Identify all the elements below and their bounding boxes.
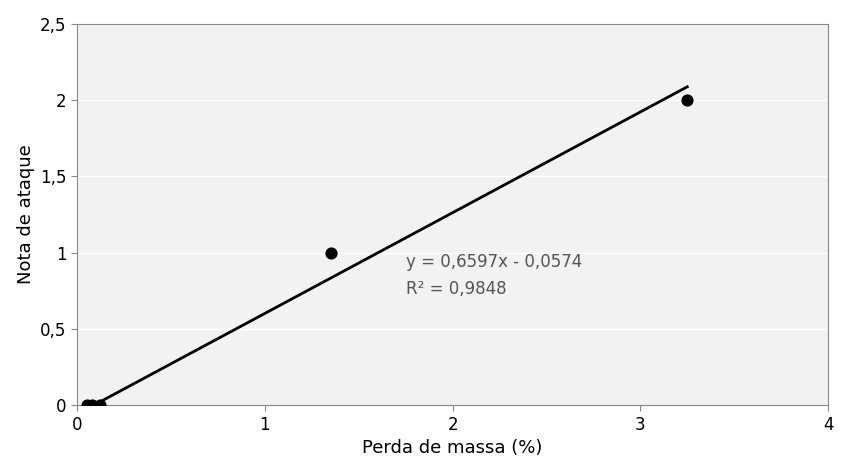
Point (85, 401, 99, 409)
Point (681, 96, 694, 104)
Point (80, 401, 94, 409)
Y-axis label: Nota de ataque: Nota de ataque (17, 145, 35, 284)
X-axis label: Perda de massa (%): Perda de massa (%) (362, 439, 543, 457)
Point (324, 249, 337, 256)
Point (93, 401, 106, 409)
Text: y = 0,6597x - 0,0574
R² = 0,9848: y = 0,6597x - 0,0574 R² = 0,9848 (405, 254, 582, 298)
